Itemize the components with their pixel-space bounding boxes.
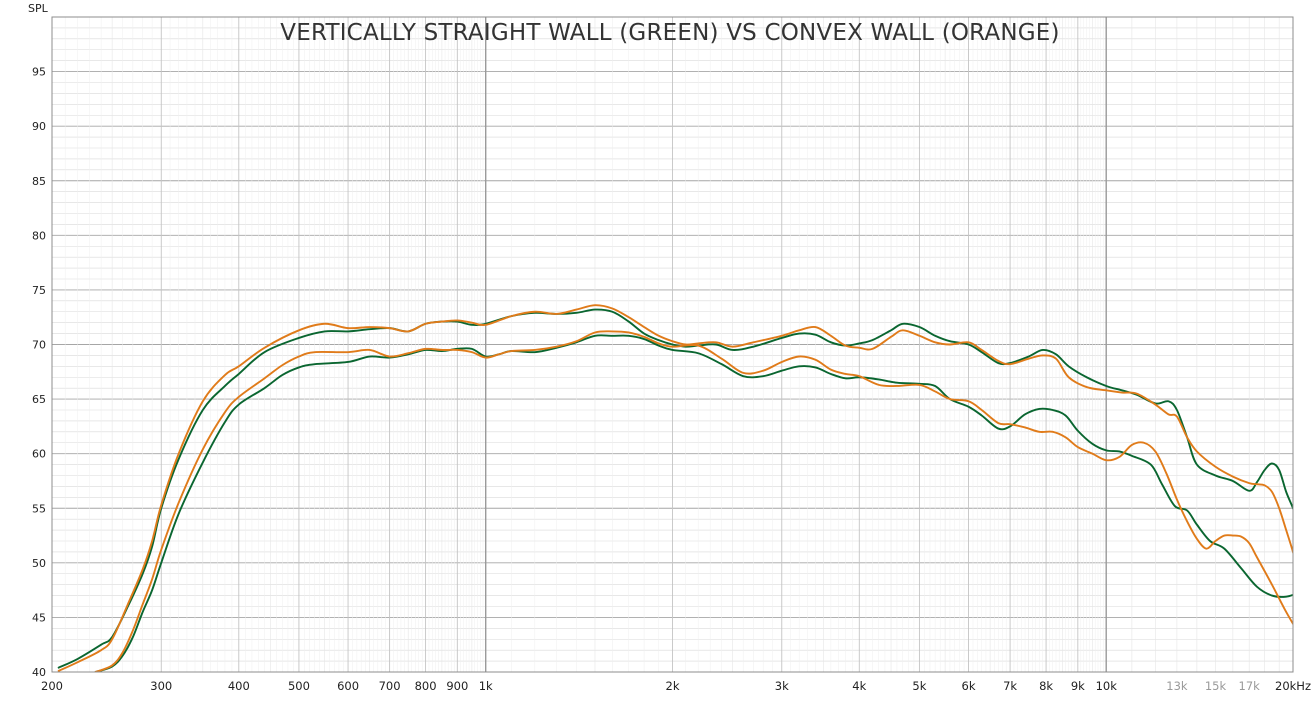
- x-tick-label: 4k: [852, 679, 866, 693]
- y-tick-label: 80: [32, 229, 46, 242]
- x-tick-label: 1k: [479, 679, 493, 693]
- chart-title: VERTICALLY STRAIGHT WALL (GREEN) VS CONV…: [280, 20, 1059, 46]
- x-tick-label: 7k: [1003, 679, 1017, 693]
- x-tick-label: 20kHz: [1275, 679, 1311, 693]
- y-tick-label: 45: [32, 611, 46, 624]
- x-tick-label: 200: [41, 679, 63, 693]
- plot-frame: [51, 16, 1294, 673]
- x-tick-label: 13k: [1166, 679, 1188, 693]
- x-tick-label: 15k: [1205, 679, 1227, 693]
- x-tick-label: 500: [288, 679, 310, 693]
- x-tick-label: 2k: [666, 679, 680, 693]
- x-tick-label: 400: [228, 679, 250, 693]
- series-line-0: [57, 308, 1293, 669]
- y-tick-label: 75: [32, 284, 46, 297]
- series-layer: [57, 304, 1293, 672]
- x-tick-label: 6k: [962, 679, 976, 693]
- x-tick-label: 700: [379, 679, 401, 693]
- y-tick-label: 70: [32, 339, 46, 352]
- x-tick-label: 600: [337, 679, 359, 693]
- x-tick-label: 800: [415, 679, 437, 693]
- x-tick-label: 8k: [1039, 679, 1053, 693]
- y-tick-label: 50: [32, 557, 46, 570]
- series-line-2: [57, 304, 1293, 672]
- y-tick-label: 40: [32, 666, 46, 679]
- grid-layer: [51, 17, 1294, 672]
- y-tick-label: 60: [32, 448, 46, 461]
- y-tick-label: 85: [32, 175, 46, 188]
- series-line-3: [94, 330, 1293, 672]
- y-axis-label: SPL: [28, 2, 49, 15]
- y-tick-label: 65: [32, 393, 46, 406]
- y-tick-labels: 40 45 50 55 60 65 70 75 80 85 90 95: [32, 66, 46, 679]
- x-tick-label: 17k: [1239, 679, 1261, 693]
- y-tick-label: 55: [32, 502, 46, 515]
- y-tick-label: 95: [32, 66, 46, 79]
- x-tick-label: 5k: [912, 679, 926, 693]
- x-tick-labels: 200 300 400 500 600 700 800 900 1k 2k 3k 4k 5k 6k 7k 8k…: [41, 679, 1311, 693]
- series-line-1: [94, 334, 1293, 672]
- x-tick-label: 300: [150, 679, 172, 693]
- y-tick-label: 90: [32, 120, 46, 133]
- x-tick-label: 10k: [1096, 679, 1118, 693]
- x-tick-label: 3k: [775, 679, 789, 693]
- x-tick-label: 9k: [1071, 679, 1085, 693]
- x-tick-label: 900: [446, 679, 468, 693]
